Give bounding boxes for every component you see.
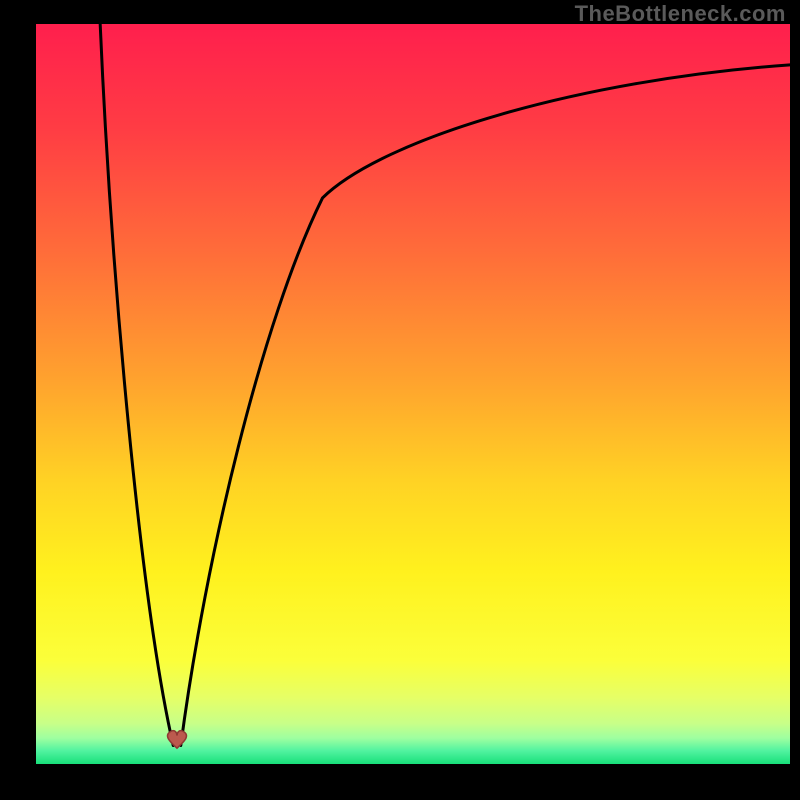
chart-canvas: TheBottleneck.com — [0, 0, 800, 800]
bottleneck-chart — [0, 0, 800, 800]
watermark-text: TheBottleneck.com — [575, 1, 786, 27]
plot-background — [36, 24, 790, 764]
